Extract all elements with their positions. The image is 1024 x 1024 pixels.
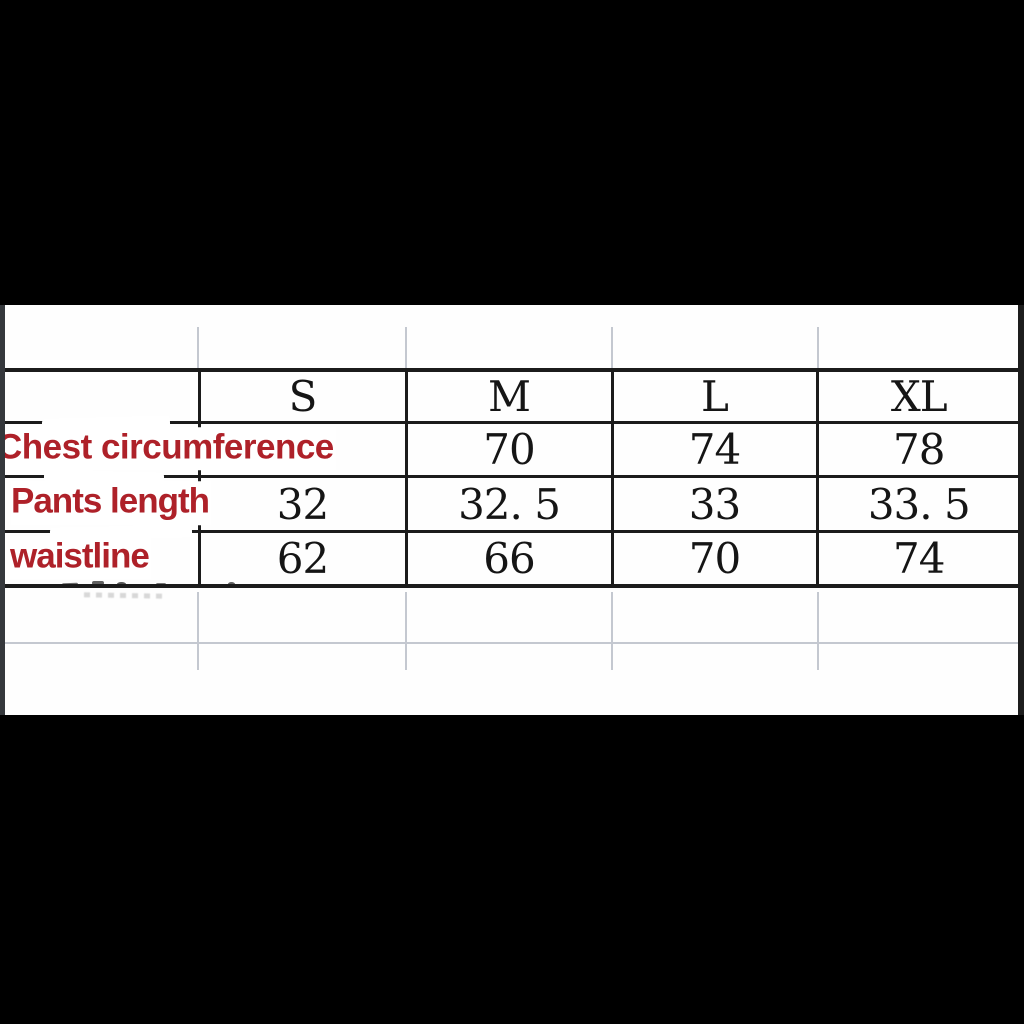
table-row-waistline: waistline 62 66 70 74 [0,530,1023,588]
screenshot-right-edge [1018,305,1024,715]
header-row: S M L XL [0,368,1023,424]
cell-pants-l: 33 [610,475,819,533]
faint-gridline-vertical [197,327,199,368]
row-label-pants-length: Pants length [11,481,212,525]
cell-chest-m: 70 [404,421,614,478]
cell-chest-xl: 78 [815,421,1023,478]
cell-pants-s: 32 [197,475,408,533]
faint-gridline-vertical [611,327,613,368]
row-label-cell: waistline [0,530,201,588]
cell-pants-m: 32. 5 [404,475,614,533]
letterbox-bottom-bar [0,715,1024,1024]
erased-text-speck [92,581,104,585]
erased-text-speck [156,583,166,586]
letterbox-top-bar [0,0,1024,305]
header-cell-size-xl: XL [815,368,1023,424]
header-cell-size-m: M [404,368,614,424]
cell-waist-l: 70 [610,530,819,588]
faint-gridline-vertical [817,327,819,368]
cell-waist-s: 62 [197,530,408,588]
faint-gridline-vertical [817,592,819,670]
erased-text-speck [228,582,235,586]
row-label-cell: Pants length [0,475,212,533]
size-chart-canvas: S M L XL Chest circumference 66 70 74 78… [0,305,1024,715]
erased-text-speck [117,582,126,586]
faint-gridline-vertical [611,592,613,670]
faint-gridline-vertical [197,592,199,670]
row-label-cell: Chest circumference [0,421,336,478]
row-label-waistline: waistline [10,535,151,580]
cell-waist-m: 66 [404,530,614,588]
faint-gridline-vertical [405,592,407,670]
header-cell-size-l: L [610,368,819,424]
table-row-pants-length: Pants length 32 32. 5 33 33. 5 [0,475,1023,533]
erased-text-scribble [83,592,165,599]
header-cell-empty [0,368,201,424]
cell-waist-xl: 74 [815,530,1023,588]
cell-chest-l: 74 [610,421,819,478]
cell-pants-xl: 33. 5 [815,475,1023,533]
erased-text-speck [61,582,79,587]
row-label-chest-circumference: Chest circumference [0,426,336,471]
table-row-chest: Chest circumference 66 70 74 78 [0,421,1023,478]
faint-gridline-vertical [405,327,407,368]
screenshot-left-edge [0,305,5,715]
header-cell-size-s: S [197,368,408,424]
faint-gridline-horizontal [5,642,1018,644]
size-chart-table: S M L XL Chest circumference 66 70 74 78… [0,368,1023,588]
